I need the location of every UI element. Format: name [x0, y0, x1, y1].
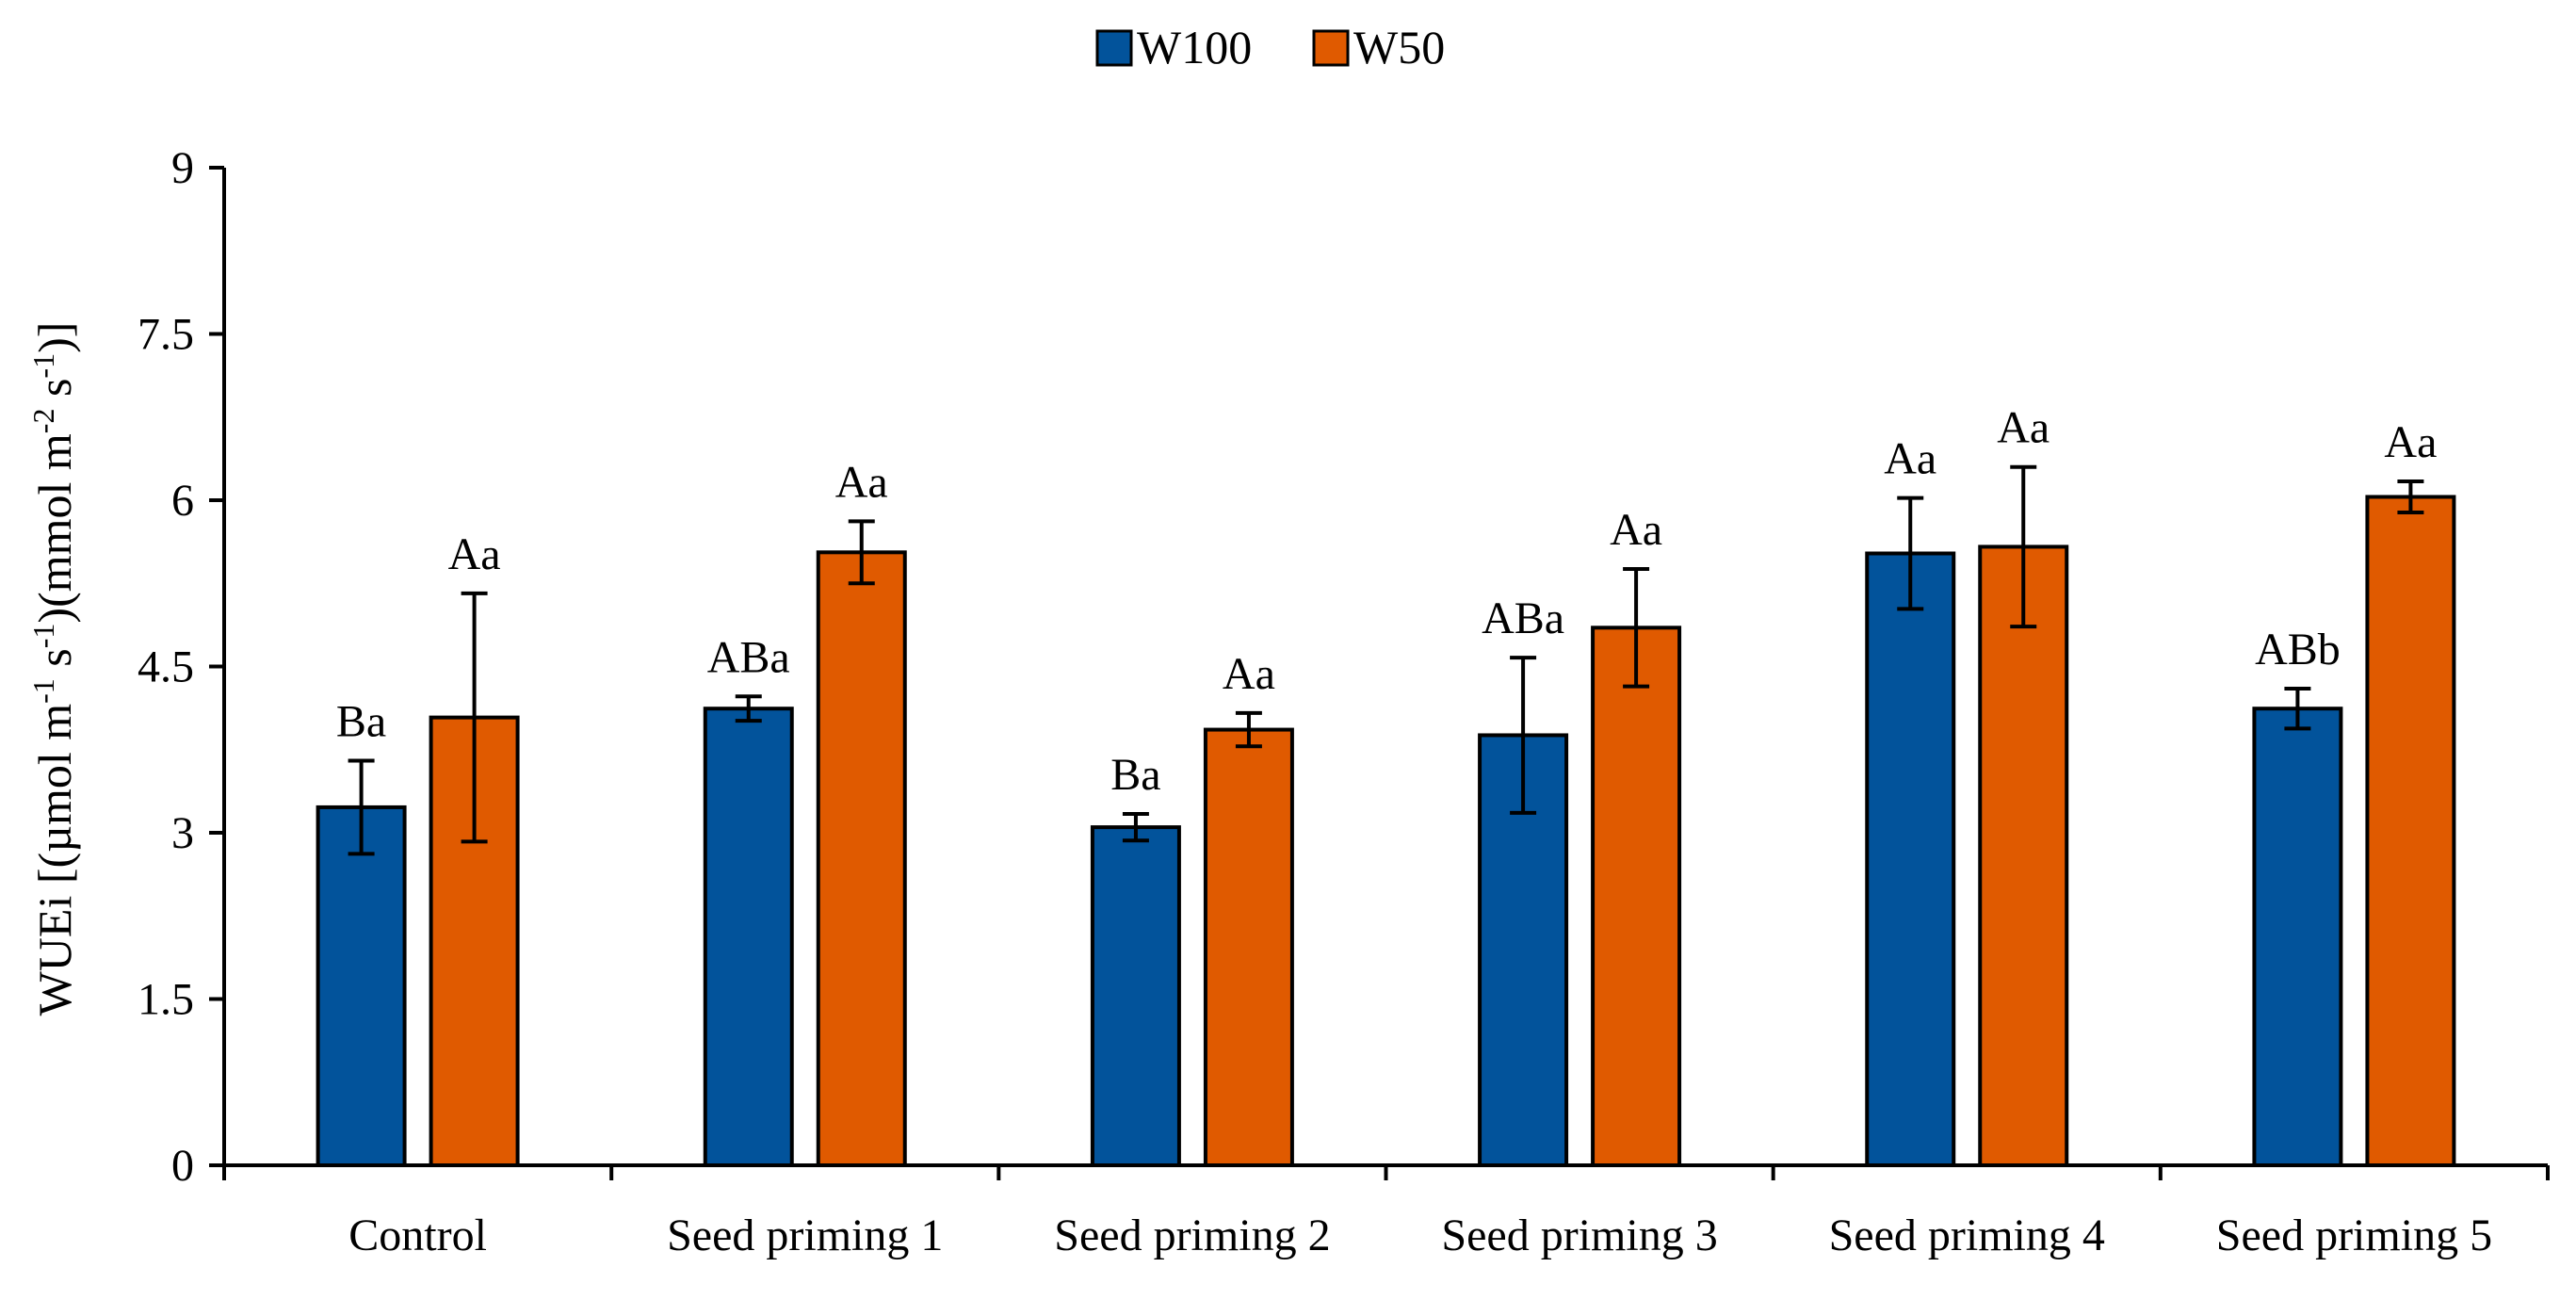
- significance-label: Aa: [835, 457, 888, 507]
- y-tick-label: 7.5: [138, 310, 194, 360]
- legend-swatch-w50: [1312, 29, 1350, 67]
- bar-w50: [2365, 495, 2456, 1167]
- legend-swatch-w100: [1095, 29, 1133, 67]
- significance-label: Aa: [2384, 417, 2437, 467]
- x-tick-label: Seed priming 5: [2216, 1211, 2492, 1260]
- legend: W100 W50: [1095, 21, 1445, 73]
- y-tick-label: 9: [171, 143, 194, 193]
- significance-label: Aa: [1997, 403, 2049, 453]
- significance-label: ABa: [707, 632, 790, 682]
- x-tick-label: Seed priming 1: [667, 1211, 943, 1260]
- significance-label: Ba: [1110, 750, 1160, 800]
- y-tick-label: 1.5: [138, 975, 194, 1025]
- y-tick-label: 0: [171, 1141, 194, 1191]
- y-tick-label: 6: [171, 476, 194, 526]
- bar-w100: [1865, 551, 1956, 1167]
- bar-w50: [1591, 626, 1682, 1167]
- bar-w50: [1978, 544, 2069, 1167]
- y-tick-label: 4.5: [138, 642, 194, 692]
- bar-w50: [816, 550, 907, 1167]
- bar-w100: [1090, 825, 1181, 1167]
- x-tick-label: Control: [348, 1211, 487, 1260]
- significance-label: Aa: [1884, 434, 1936, 484]
- bar-w100: [2252, 707, 2343, 1167]
- significance-label: ABa: [1482, 593, 1564, 643]
- bar-w50: [1203, 727, 1294, 1167]
- significance-label: ABb: [2255, 625, 2341, 674]
- bar-layer: Ba ABa Ba ABa Aa ABb Aa Aa Aa Aa Aa Aa: [316, 403, 2456, 1167]
- axes: 0 1.5 3 4.5 6 7.5 9 Control Seed priming 1 Seed p…: [138, 143, 2550, 1260]
- significance-label: Aa: [448, 529, 501, 579]
- significance-label: Aa: [1223, 649, 1275, 699]
- bar-w100: [316, 804, 407, 1167]
- y-axis-label: WUEi [(µmol m-1 s-1)(mmol m-2 s-1)]: [26, 322, 81, 1016]
- y-tick-label: 3: [171, 808, 194, 858]
- significance-label: Aa: [1610, 505, 1662, 555]
- x-tick-label: Seed priming 3: [1441, 1211, 1717, 1260]
- x-tick-label: Seed priming 4: [1829, 1211, 2105, 1260]
- bar-w100: [703, 707, 794, 1167]
- legend-label-w50: W50: [1353, 21, 1445, 73]
- legend-label-w100: W100: [1137, 21, 1252, 73]
- x-tick-label: Seed priming 2: [1054, 1211, 1330, 1260]
- significance-label: Ba: [336, 697, 386, 747]
